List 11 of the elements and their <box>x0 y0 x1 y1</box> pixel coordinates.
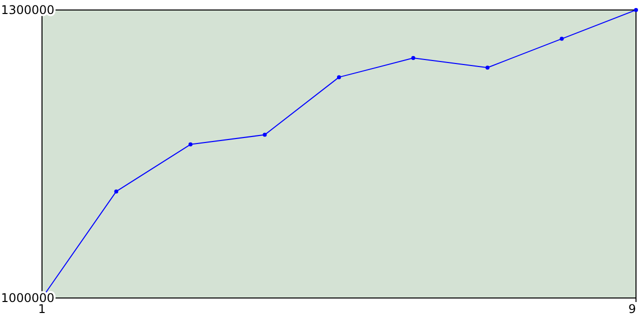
y-tick-label: 1300000 <box>1 3 54 18</box>
point <box>337 75 341 80</box>
point <box>114 189 118 194</box>
x-tick-label: 1 <box>38 302 46 316</box>
x-tick-label: 9 <box>628 302 636 316</box>
point <box>486 66 490 70</box>
point <box>411 56 416 60</box>
point <box>634 8 638 12</box>
point <box>262 132 267 137</box>
point <box>188 142 192 146</box>
point <box>560 36 564 41</box>
